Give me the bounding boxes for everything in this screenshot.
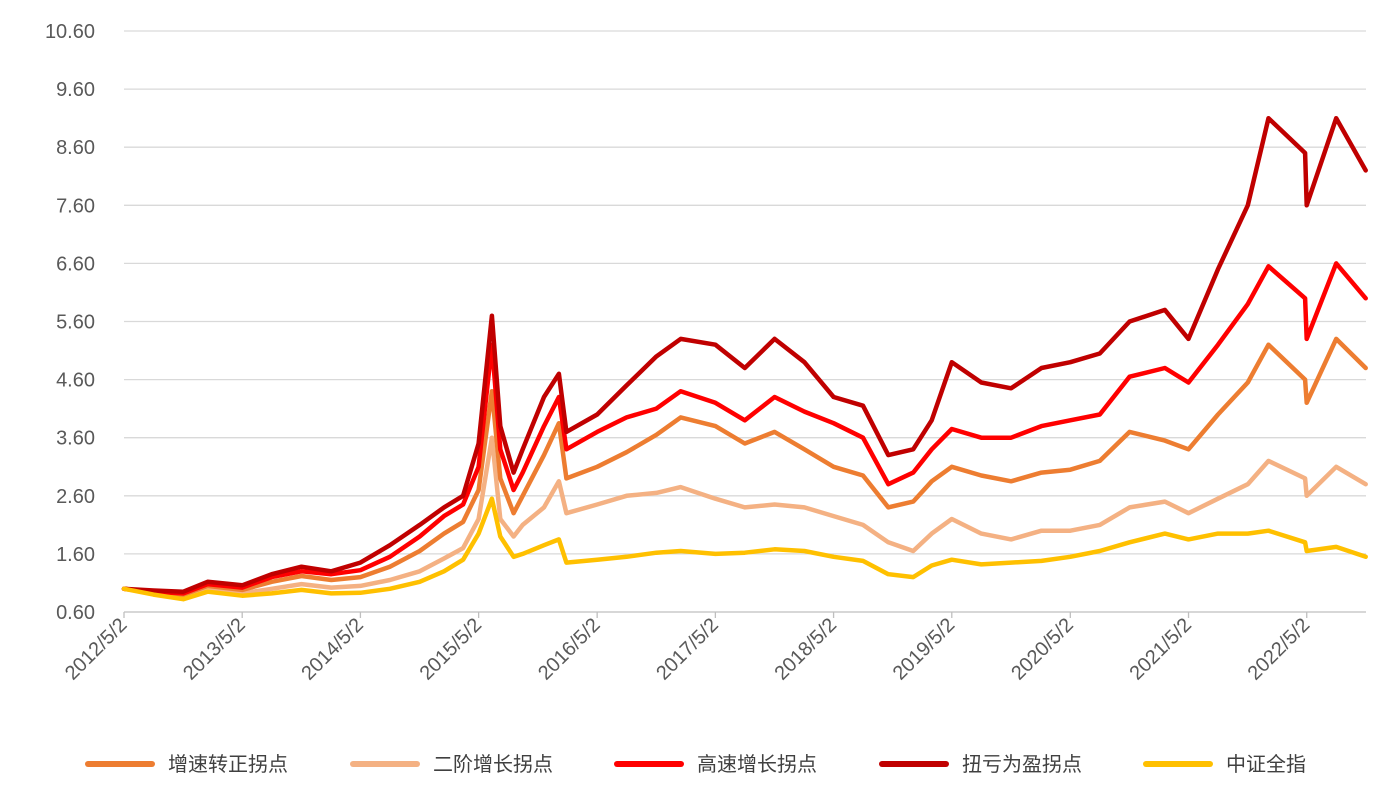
y-tick-label: 9.60 bbox=[56, 79, 95, 101]
x-tick-label: 2020/5/2 bbox=[1007, 614, 1078, 685]
y-tick-label: 4.60 bbox=[56, 370, 95, 392]
y-tick-label: 1.60 bbox=[56, 544, 95, 566]
x-tick-label: 2015/5/2 bbox=[416, 614, 487, 685]
series-lines bbox=[121, 115, 1368, 602]
y-tick-label: 8.60 bbox=[56, 137, 95, 159]
series-line bbox=[121, 115, 1368, 594]
y-tick-label: 2.60 bbox=[56, 486, 95, 508]
x-tick-label: 2016/5/2 bbox=[534, 614, 605, 685]
x-axis: 2012/5/2 2013/5/2 2014/5/2 2015/5/2 2016/5/2… bbox=[61, 611, 1366, 685]
series-line bbox=[121, 496, 1368, 602]
y-tick-label: 6.60 bbox=[56, 253, 95, 275]
y-tick-label: 10.60 bbox=[45, 21, 95, 43]
legend: 增速转正拐点 二阶增长拐点 高速增长拐点 扭亏为盈拐点 中证全指 bbox=[85, 752, 1306, 776]
y-axis-ticks: 0.60 1.60 2.60 3.60 4.60 5.60 6.60 7.60 8.60 9.60… bbox=[45, 21, 95, 624]
series-line bbox=[121, 261, 1368, 596]
x-tick-label: 2018/5/2 bbox=[770, 614, 841, 685]
legend-label: 增速转正拐点 bbox=[168, 752, 288, 776]
y-tick-label: 3.60 bbox=[56, 428, 95, 450]
x-tick-label: 2021/5/2 bbox=[1125, 614, 1196, 685]
legend-label: 二阶增长拐点 bbox=[433, 752, 553, 776]
y-tick-label: 5.60 bbox=[56, 312, 95, 334]
legend-label: 扭亏为盈拐点 bbox=[962, 752, 1082, 776]
legend-label: 中证全指 bbox=[1226, 752, 1306, 776]
x-tick-label: 2014/5/2 bbox=[297, 614, 368, 685]
series-line bbox=[121, 435, 1368, 600]
x-tick-label: 2019/5/2 bbox=[889, 614, 960, 685]
x-tick-label: 2022/5/2 bbox=[1244, 614, 1315, 685]
x-tick-label: 2012/5/2 bbox=[61, 614, 132, 685]
x-tick-label: 2013/5/2 bbox=[179, 614, 250, 685]
y-tick-label: 0.60 bbox=[56, 602, 95, 624]
legend-label: 高速增长拐点 bbox=[697, 752, 817, 776]
y-tick-label: 7.60 bbox=[56, 195, 95, 217]
x-tick-label: 2017/5/2 bbox=[652, 614, 723, 685]
series-line bbox=[121, 336, 1368, 597]
gridlines bbox=[124, 30, 1366, 555]
